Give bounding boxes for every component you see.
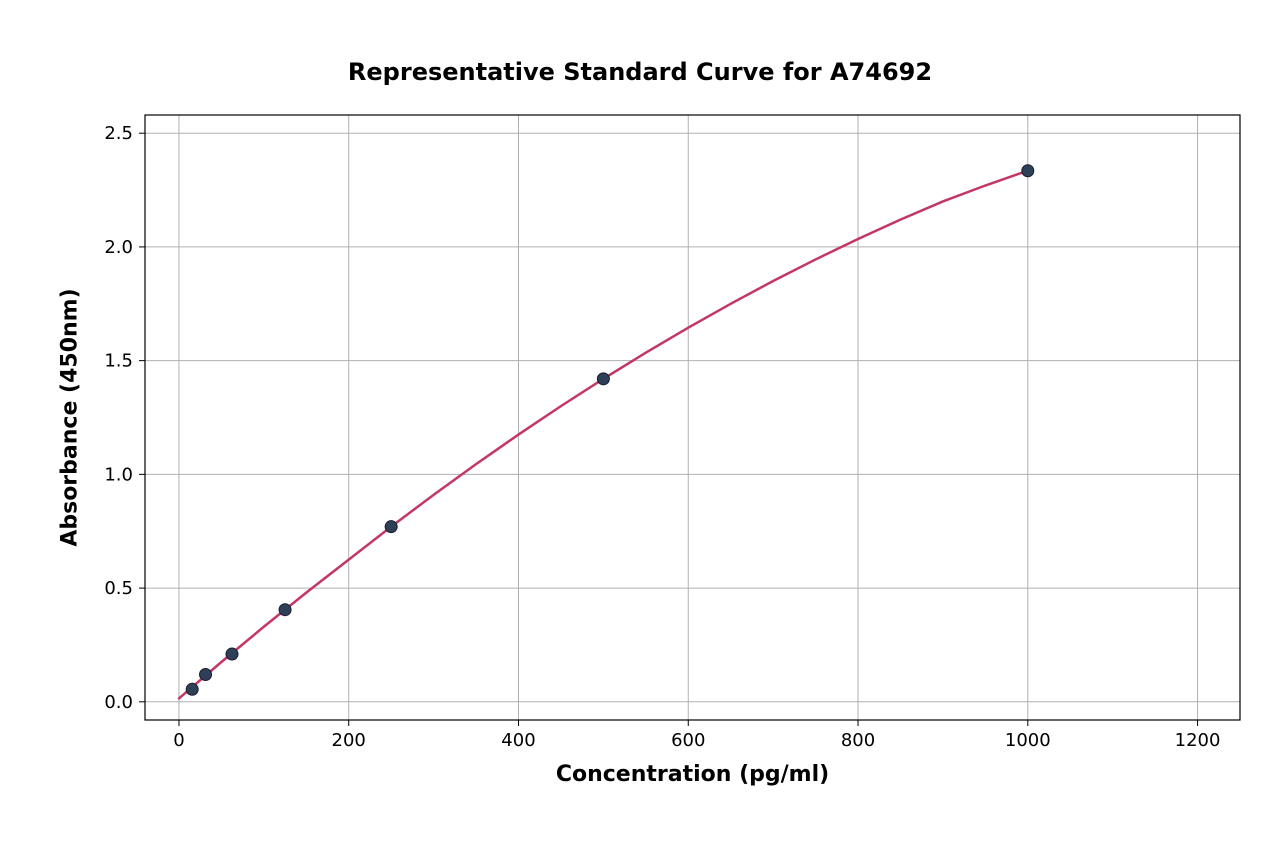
data-point xyxy=(200,669,212,681)
y-tick-label: 1.0 xyxy=(104,464,133,485)
y-tick-label: 0.5 xyxy=(104,578,133,599)
x-tick-label: 400 xyxy=(501,730,535,751)
y-tick-label: 0.0 xyxy=(104,692,133,713)
x-tick-label: 1200 xyxy=(1175,730,1221,751)
data-point xyxy=(597,373,609,385)
x-tick-label: 200 xyxy=(332,730,366,751)
x-tick-label: 600 xyxy=(671,730,705,751)
data-point xyxy=(385,521,397,533)
y-tick-label: 2.5 xyxy=(104,123,133,144)
x-tick-label: 1000 xyxy=(1005,730,1051,751)
x-tick-label: 800 xyxy=(841,730,875,751)
y-tick-label: 1.5 xyxy=(104,351,133,372)
x-tick-label: 0 xyxy=(173,730,184,751)
y-tick-label: 2.0 xyxy=(104,237,133,258)
data-point xyxy=(279,604,291,616)
plot-svg: 0 200 400 600 800 1000 1200 0.0 0.5 1.0 1.5 2.0 2.5 xyxy=(0,0,1280,845)
data-point xyxy=(226,648,238,660)
data-point xyxy=(1022,165,1034,177)
data-point xyxy=(186,683,198,695)
chart-container: Representative Standard Curve for A74692… xyxy=(0,0,1280,845)
